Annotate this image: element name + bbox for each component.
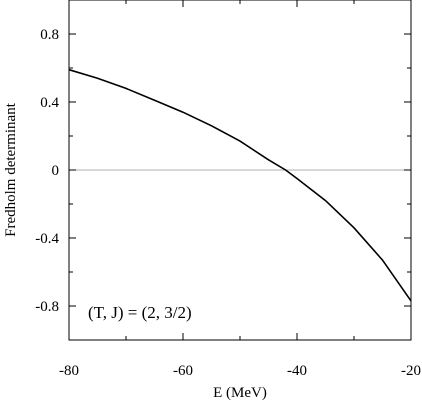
x-tick-label: -40 [287, 363, 307, 379]
x-axis-label: E (MeV) [213, 385, 267, 401]
x-tick-label: -60 [173, 363, 193, 379]
y-tick-label: -0.8 [35, 299, 59, 315]
y-tick-label: -0.4 [35, 231, 59, 247]
y-axis-label: Fredholm determinant [3, 102, 19, 237]
y-tick-label: 0 [52, 163, 60, 179]
x-tick-label: -80 [59, 363, 79, 379]
y-tick-label: 0.8 [40, 27, 59, 43]
series-line-0 [68, 68, 412, 302]
y-tick-label: 0.4 [40, 95, 59, 111]
x-tick-label: -20 [401, 363, 421, 379]
annotation-label: (T, J) = (2, 3/2) [88, 303, 192, 322]
